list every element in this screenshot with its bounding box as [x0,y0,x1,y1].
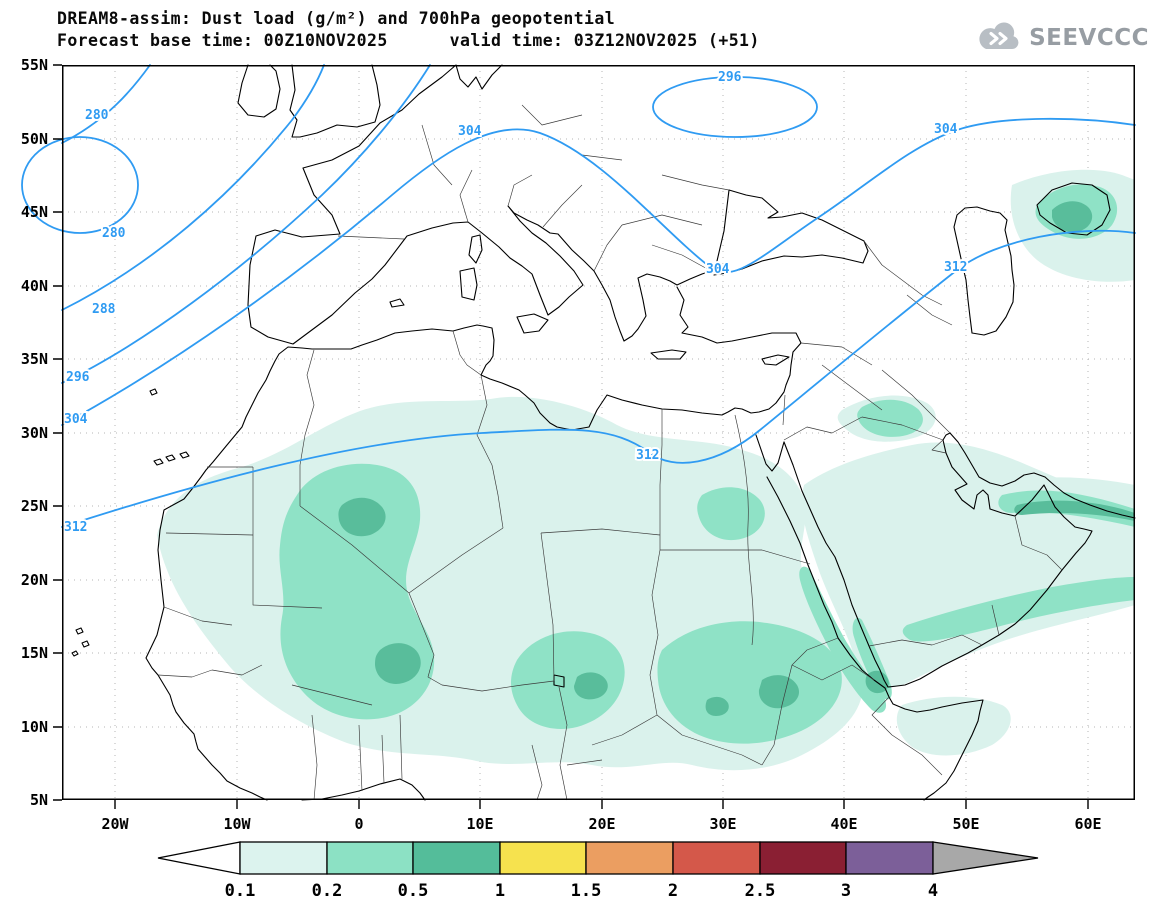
colorbar-segment [326,841,414,875]
x-axis-label: 10E [466,815,493,833]
y-axis-label: 45N [21,203,48,221]
contour-label: 304 [706,262,730,277]
colorbar-left-arrow [157,841,241,875]
logo-text: SEEVCCC [1029,25,1149,51]
contour-label: 312 [64,520,87,535]
dust-layer-dark [338,201,1135,716]
y-axis-label: 55N [21,56,48,74]
colorbar-tick-label: 3 [841,881,851,901]
x-axis-label: 50E [952,815,979,833]
y-axis-label: 10N [21,718,48,736]
map-title: DREAM8-assim: Dust load (g/m²) and 700hP… [57,9,616,28]
x-axis-label: 0 [354,815,363,833]
y-axis-label: 30N [21,424,48,442]
x-axis-label: 60E [1074,815,1101,833]
contour-labels: 280 280 288 296 296 304 304 304 304 312 … [62,68,969,537]
header: DREAM8-assim: Dust load (g/m²) and 700hP… [57,8,760,52]
y-axis-label: 50N [21,130,48,148]
y-axis-label: 40N [21,277,48,295]
y-axis-label: 20N [21,571,48,589]
map-subtitle: Forecast base time: 00Z10NOV2025 valid t… [57,31,760,50]
colorbar-segment [672,841,761,875]
colorbar-tick-label: 1 [495,881,505,901]
contour-label: 288 [92,302,116,317]
contour-label: 304 [458,124,482,139]
colorbar: 0.1 0.2 0.5 1 1.5 2 2.5 3 4 [157,841,1039,901]
colorbar-tick-label: 0.2 [312,881,343,901]
x-axis-label: 20W [101,815,129,833]
colorbar-segment [845,841,934,875]
x-axis: 20W 10W 0 10E 20E 30E 40E 50E 60E [101,815,1101,833]
colorbar-segment [585,841,674,875]
colorbar-segment [239,841,328,875]
x-axis-label: 30E [709,815,736,833]
contour-label: 312 [636,448,659,463]
y-axis-label: 5N [30,791,48,809]
geopotential-contours [21,64,1136,528]
contour-label: 280 [102,226,126,241]
axis-ticks [53,64,1089,809]
map-canvas: 280 280 288 296 296 304 304 304 304 312 … [21,56,1136,833]
colorbar-tick-label: 4 [928,881,938,901]
colorbar-tick-label: 0.5 [398,881,429,901]
x-axis-label: 10W [223,815,251,833]
coastlines [71,64,1136,801]
x-axis-label: 40E [830,815,857,833]
contour-label: 296 [718,70,742,85]
contour-label: 304 [64,412,88,427]
cloud-logo-icon [979,22,1019,49]
x-axis-label: 20E [588,815,615,833]
y-axis-label: 25N [21,497,48,515]
contour-label: 280 [85,108,109,123]
colorbar-segment [759,841,847,875]
y-axis-label: 35N [21,350,48,368]
map-frame [62,65,1135,800]
contour-label: 304 [934,122,958,137]
colorbar-tick-label: 1.5 [571,881,602,901]
colorbar-right-arrow [932,841,1039,875]
colorbar-segment [499,841,587,875]
colorbar-tick-label: 2.5 [745,881,776,901]
seevccc-logo: SEEVCCC [975,22,1149,54]
contour-label: 296 [66,370,90,385]
colorbar-segment [412,841,501,875]
colorbar-tick-label: 0.1 [225,881,256,901]
colorbar-tick-label: 2 [668,881,678,901]
contour-label: 312 [944,260,967,275]
y-axis-label: 15N [21,644,48,662]
y-axis: 55N 50N 45N 40N 35N 30N 25N 20N 15N 10N … [21,56,48,809]
